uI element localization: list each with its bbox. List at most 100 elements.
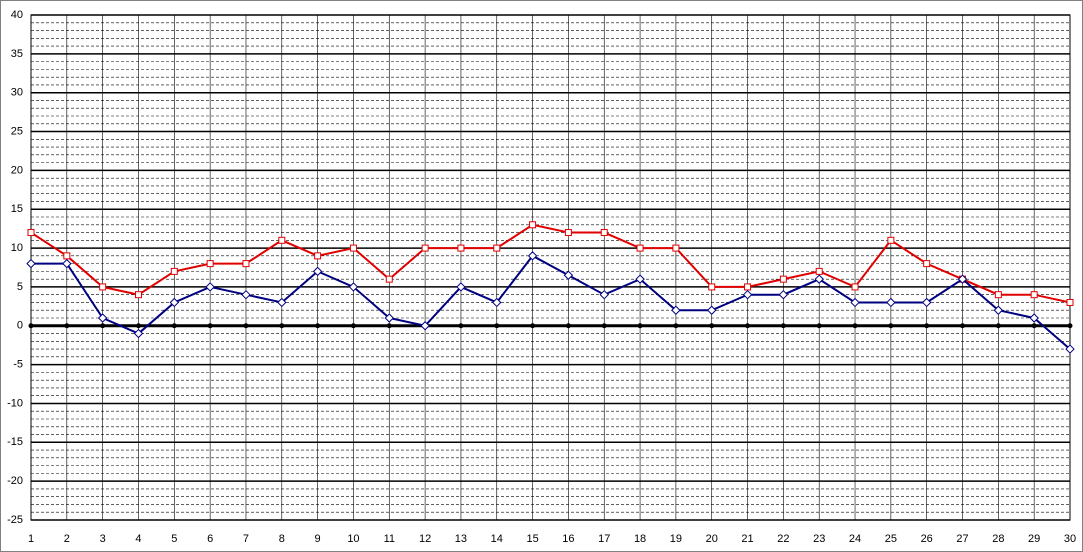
point xyxy=(349,244,357,252)
point xyxy=(1066,298,1074,306)
x-tick-label: 1 xyxy=(28,533,34,545)
point xyxy=(778,289,789,300)
point xyxy=(493,244,501,252)
point xyxy=(957,274,968,284)
point xyxy=(564,229,572,237)
point xyxy=(921,297,932,308)
axis-dot xyxy=(243,323,249,329)
point xyxy=(636,244,644,252)
point xyxy=(205,282,215,292)
x-tick-label: 17 xyxy=(598,533,610,545)
point xyxy=(1030,291,1038,299)
axis-dot xyxy=(709,323,715,329)
point xyxy=(851,283,859,291)
axis-dot xyxy=(565,323,571,329)
point xyxy=(599,289,609,300)
axis-dot xyxy=(960,323,966,329)
point xyxy=(456,282,466,292)
x-tick-label: 10 xyxy=(347,533,359,545)
y-tick-label: 35 xyxy=(11,48,23,60)
point xyxy=(420,321,430,331)
point xyxy=(242,260,250,268)
axis-dot xyxy=(637,323,643,329)
x-tick-label: 27 xyxy=(956,533,968,545)
point xyxy=(671,305,681,315)
axis-dot xyxy=(135,323,141,329)
axis-dot xyxy=(601,323,607,329)
axis-dot xyxy=(494,323,500,329)
x-tick-label: 22 xyxy=(777,533,789,545)
series-line xyxy=(31,254,1071,350)
point xyxy=(99,283,107,291)
y-tick-label: -15 xyxy=(7,436,23,448)
point xyxy=(170,267,178,275)
point xyxy=(314,252,322,260)
axis-dot xyxy=(780,323,786,329)
y-tick-label: 5 xyxy=(17,281,23,293)
axis-dot xyxy=(995,323,1001,329)
x-tick-label: 2 xyxy=(64,533,70,545)
x-tick-label: 13 xyxy=(455,533,467,545)
x-tick-label: 19 xyxy=(670,533,682,545)
axis-dot xyxy=(350,323,356,329)
series-line xyxy=(30,223,1071,304)
point xyxy=(421,244,429,252)
point xyxy=(742,289,753,300)
axis-dot xyxy=(1031,323,1037,329)
axis-dot xyxy=(171,323,177,329)
y-tick-label: 25 xyxy=(11,125,23,137)
point xyxy=(26,258,36,269)
axis-dot xyxy=(924,323,930,329)
y-tick-label: -25 xyxy=(7,514,23,526)
x-tick-label: 28 xyxy=(992,533,1004,545)
x-tick-label: 30 xyxy=(1064,533,1076,545)
point xyxy=(600,229,608,237)
x-tick-label: 6 xyxy=(207,533,213,545)
point xyxy=(744,283,752,291)
axis-dot xyxy=(386,323,392,329)
point xyxy=(1065,344,1075,354)
axis-dot xyxy=(888,323,894,329)
y-tick-label: 20 xyxy=(11,164,23,176)
point xyxy=(457,244,465,252)
axis-dot xyxy=(64,323,70,329)
point xyxy=(169,297,180,308)
point xyxy=(850,297,860,308)
axis-dot xyxy=(279,323,285,329)
point xyxy=(62,258,72,269)
x-tick-label: 24 xyxy=(849,533,861,545)
point xyxy=(815,267,823,275)
point xyxy=(707,305,717,315)
x-tick-label: 7 xyxy=(243,533,249,545)
y-tick-label: -20 xyxy=(7,475,23,487)
point xyxy=(1029,313,1039,323)
y-tick-label: 40 xyxy=(11,9,23,21)
axis-dot xyxy=(673,323,679,329)
y-tick-label: 10 xyxy=(11,242,23,254)
x-tick-label: 14 xyxy=(491,533,503,545)
point xyxy=(527,251,538,261)
point xyxy=(708,283,716,291)
x-tick-label: 3 xyxy=(100,533,106,545)
axis-dot xyxy=(816,323,822,329)
point xyxy=(63,252,71,260)
point xyxy=(886,297,896,308)
point xyxy=(134,291,142,299)
y-tick-label: -10 xyxy=(7,397,23,409)
point xyxy=(563,270,574,280)
axis-dot xyxy=(852,323,858,329)
point xyxy=(384,313,394,323)
axis-dot xyxy=(315,323,321,329)
point xyxy=(133,328,144,339)
point xyxy=(492,297,502,308)
point xyxy=(779,275,787,283)
x-tick-label: 23 xyxy=(813,533,825,545)
y-tick-label: 15 xyxy=(11,203,23,215)
x-tick-label: 9 xyxy=(315,533,321,545)
point xyxy=(206,260,214,268)
axis-dot xyxy=(458,323,464,329)
point xyxy=(994,291,1002,299)
point xyxy=(672,244,680,252)
